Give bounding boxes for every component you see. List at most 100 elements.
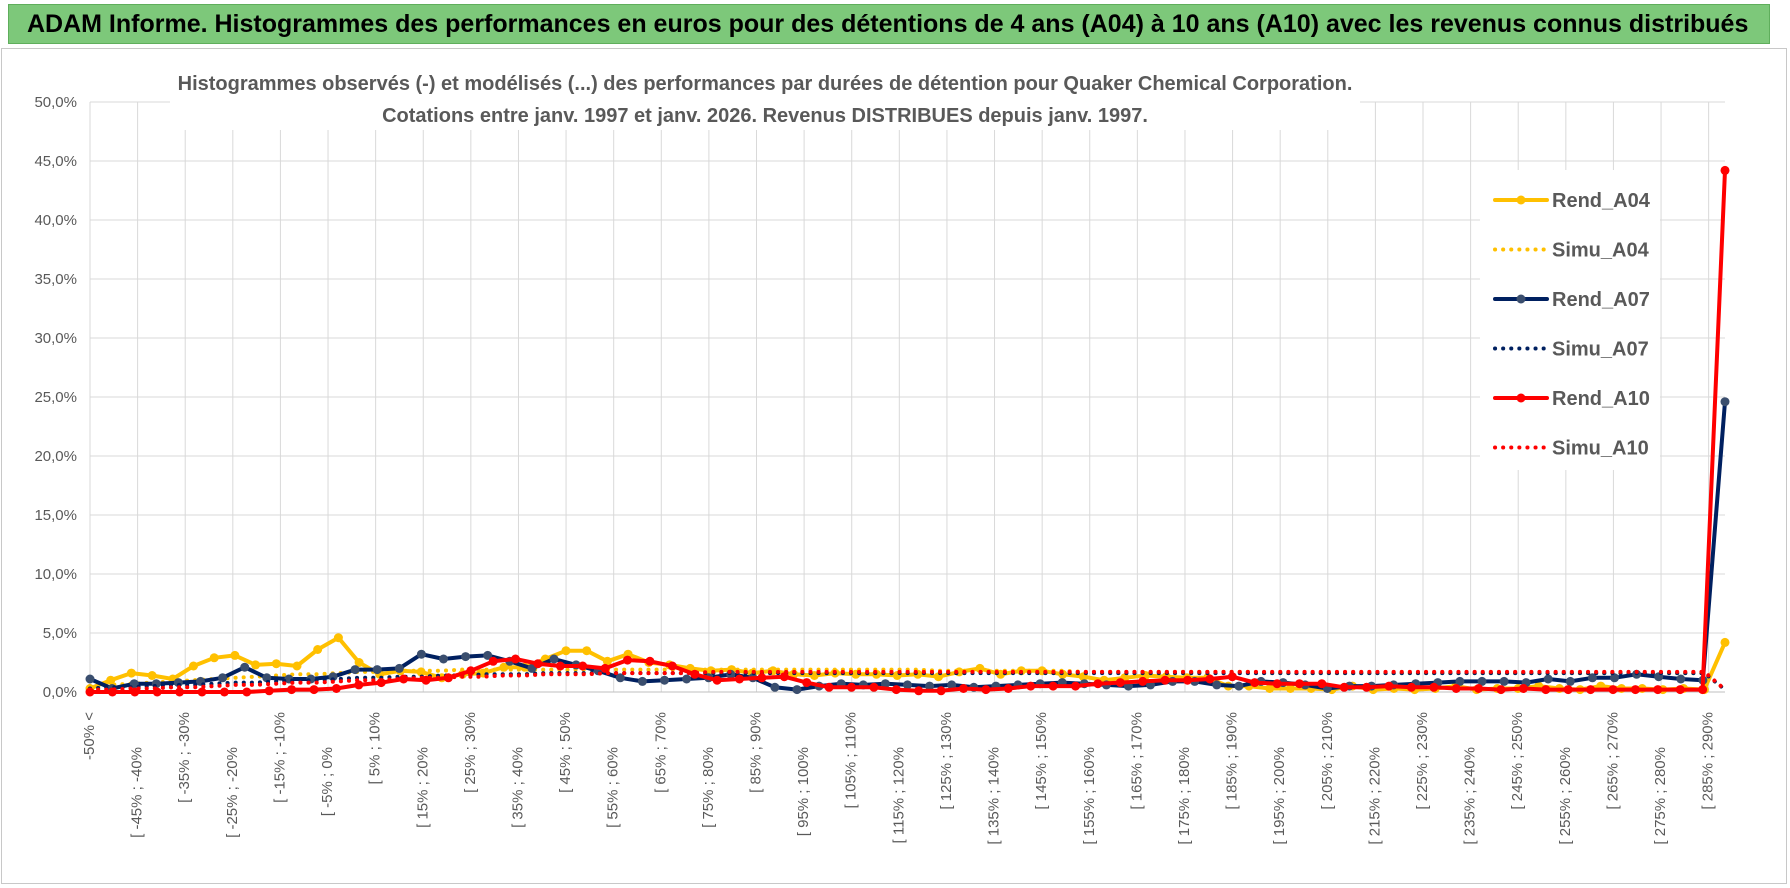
y-tick-label: 10,0% <box>34 566 77 583</box>
data-point-rend-a10 <box>309 685 319 695</box>
data-point-rend-a10 <box>1339 682 1349 692</box>
chart-title-line2: Cotations entre janv. 1997 et janv. 2026… <box>382 105 1148 127</box>
data-point-rend-a04 <box>313 645 323 654</box>
data-point-rend-a10 <box>1048 681 1058 691</box>
data-point-rend-a10 <box>1630 685 1640 695</box>
data-point-rend-a07 <box>1477 676 1487 686</box>
data-point-rend-a10 <box>85 687 95 697</box>
chart-title-line1: Histogrammes observés (-) et modélisés (… <box>178 73 1353 95</box>
data-point-rend-a10 <box>1474 684 1484 693</box>
legend-marker <box>1516 294 1526 304</box>
data-point-rend-a04 <box>230 650 240 660</box>
data-point-rend-a07 <box>1543 674 1553 684</box>
data-point-rend-a10 <box>1160 675 1170 685</box>
data-point-rend-a10 <box>1115 678 1125 688</box>
data-point-rend-a07 <box>416 649 426 659</box>
data-point-rend-a10 <box>1183 675 1192 685</box>
data-point-rend-a07 <box>1234 681 1244 691</box>
data-point-rend-a07 <box>372 665 382 675</box>
data-point-rend-a07 <box>439 654 448 664</box>
legend-marker <box>1516 393 1526 403</box>
legend: Rend_A04 Simu_A04 Rend_A07 Simu_A07 Rend_A10… <box>1480 170 1660 470</box>
x-tick-label: [ 235% ; 240% <box>1462 747 1479 845</box>
data-point-rend-a07 <box>1499 676 1509 686</box>
y-tick-label: 35,0% <box>34 271 77 288</box>
data-point-rend-a07 <box>85 674 95 684</box>
data-point-rend-a10 <box>891 685 901 695</box>
x-tick-label: -50% < <box>81 712 98 760</box>
data-point-rend-a10 <box>1317 679 1327 689</box>
data-point-rend-a10 <box>623 655 632 665</box>
data-point-rend-a04 <box>1720 637 1730 647</box>
data-point-rend-a10 <box>488 656 498 666</box>
x-tick-label: [ 185% ; 190% <box>1224 712 1241 810</box>
data-point-rend-a04 <box>582 646 592 656</box>
data-point-rend-a07 <box>1610 673 1619 683</box>
data-point-rend-a10 <box>1451 684 1461 693</box>
legend-background <box>1480 170 1660 470</box>
x-tick-label: [ 265% ; 270% <box>1604 712 1621 810</box>
report-title: ADAM Informe. Histogrammes des performan… <box>27 10 1749 38</box>
data-point-rend-a04 <box>106 675 116 685</box>
x-tick-label: [ 55% ; 60% <box>605 747 622 828</box>
data-point-rend-a10 <box>1720 165 1730 175</box>
data-point-rend-a10 <box>869 682 879 692</box>
data-point-rend-a10 <box>1071 681 1080 691</box>
data-point-rend-a10 <box>1698 685 1708 695</box>
data-point-rend-a10 <box>735 674 744 684</box>
chart-frame <box>1 48 1787 884</box>
x-tick-label: [ 285% ; 290% <box>1700 712 1717 810</box>
data-point-rend-a10 <box>331 684 341 693</box>
data-point-rend-a07 <box>549 654 559 664</box>
legend-marker <box>1516 195 1526 205</box>
data-point-rend-a07 <box>682 674 692 684</box>
data-point-rend-a10 <box>175 687 185 697</box>
x-tick-label: [ 145% ; 150% <box>1033 712 1050 810</box>
data-point-rend-a04 <box>354 658 364 667</box>
data-point-rend-a07 <box>615 673 625 683</box>
data-point-rend-a07 <box>925 681 935 691</box>
data-point-rend-a10 <box>712 675 722 685</box>
data-point-rend-a07 <box>660 675 669 685</box>
data-point-rend-a07 <box>483 650 493 660</box>
data-point-rend-a04 <box>271 659 281 669</box>
data-point-rend-a10 <box>1295 679 1304 689</box>
data-point-rend-a04 <box>333 633 343 643</box>
y-axis: 0,0% 5,0% 10,0% 15,0% 20,0% 25,0% 30,0% 35,0% 40… <box>34 94 77 701</box>
data-point-rend-a10 <box>242 687 252 697</box>
data-point-rend-a10 <box>757 673 767 683</box>
x-tick-label: [ 275% ; 280% <box>1652 747 1669 845</box>
data-point-rend-a10 <box>1429 682 1439 692</box>
x-tick-label: [ -35% ; -30% <box>176 712 193 803</box>
x-tick-label: [ 65% ; 70% <box>652 712 669 793</box>
data-point-rend-a04 <box>189 661 198 671</box>
data-point-rend-a10 <box>443 673 453 683</box>
data-point-rend-a10 <box>264 686 274 696</box>
data-point-rend-a10 <box>1250 678 1260 688</box>
series-line-simu-a04 <box>88 667 1727 692</box>
data-point-rend-a10 <box>667 661 677 671</box>
y-tick-label: 30,0% <box>34 330 77 347</box>
data-point-rend-a10 <box>533 659 543 669</box>
series-line-simu-a10 <box>88 669 1727 692</box>
x-tick-label: [ 95% ; 100% <box>795 747 812 836</box>
x-tick-label: [ 205% ; 210% <box>1319 712 1336 810</box>
x-tick-label: [ 135% ; 140% <box>986 747 1003 845</box>
data-point-rend-a04 <box>209 653 219 663</box>
data-point-rend-a07 <box>1587 673 1597 683</box>
data-point-rend-a07 <box>240 662 250 672</box>
data-point-rend-a10 <box>1675 685 1685 695</box>
data-point-rend-a07 <box>218 673 228 683</box>
data-point-rend-a07 <box>1565 676 1575 686</box>
data-point-rend-a07 <box>461 652 471 662</box>
data-point-rend-a10 <box>287 685 297 695</box>
data-point-rend-a10 <box>779 672 789 682</box>
legend-label: Simu_A10 <box>1552 438 1649 460</box>
data-point-rend-a10 <box>1608 685 1618 695</box>
chart-title-block: Histogrammes observés (-) et modélisés (… <box>170 66 1360 130</box>
series-line-rend-a07 <box>88 399 1727 692</box>
series-line-rend-a10 <box>88 168 1727 694</box>
data-point-rend-a07 <box>394 663 404 673</box>
data-point-rend-a07 <box>262 673 272 683</box>
